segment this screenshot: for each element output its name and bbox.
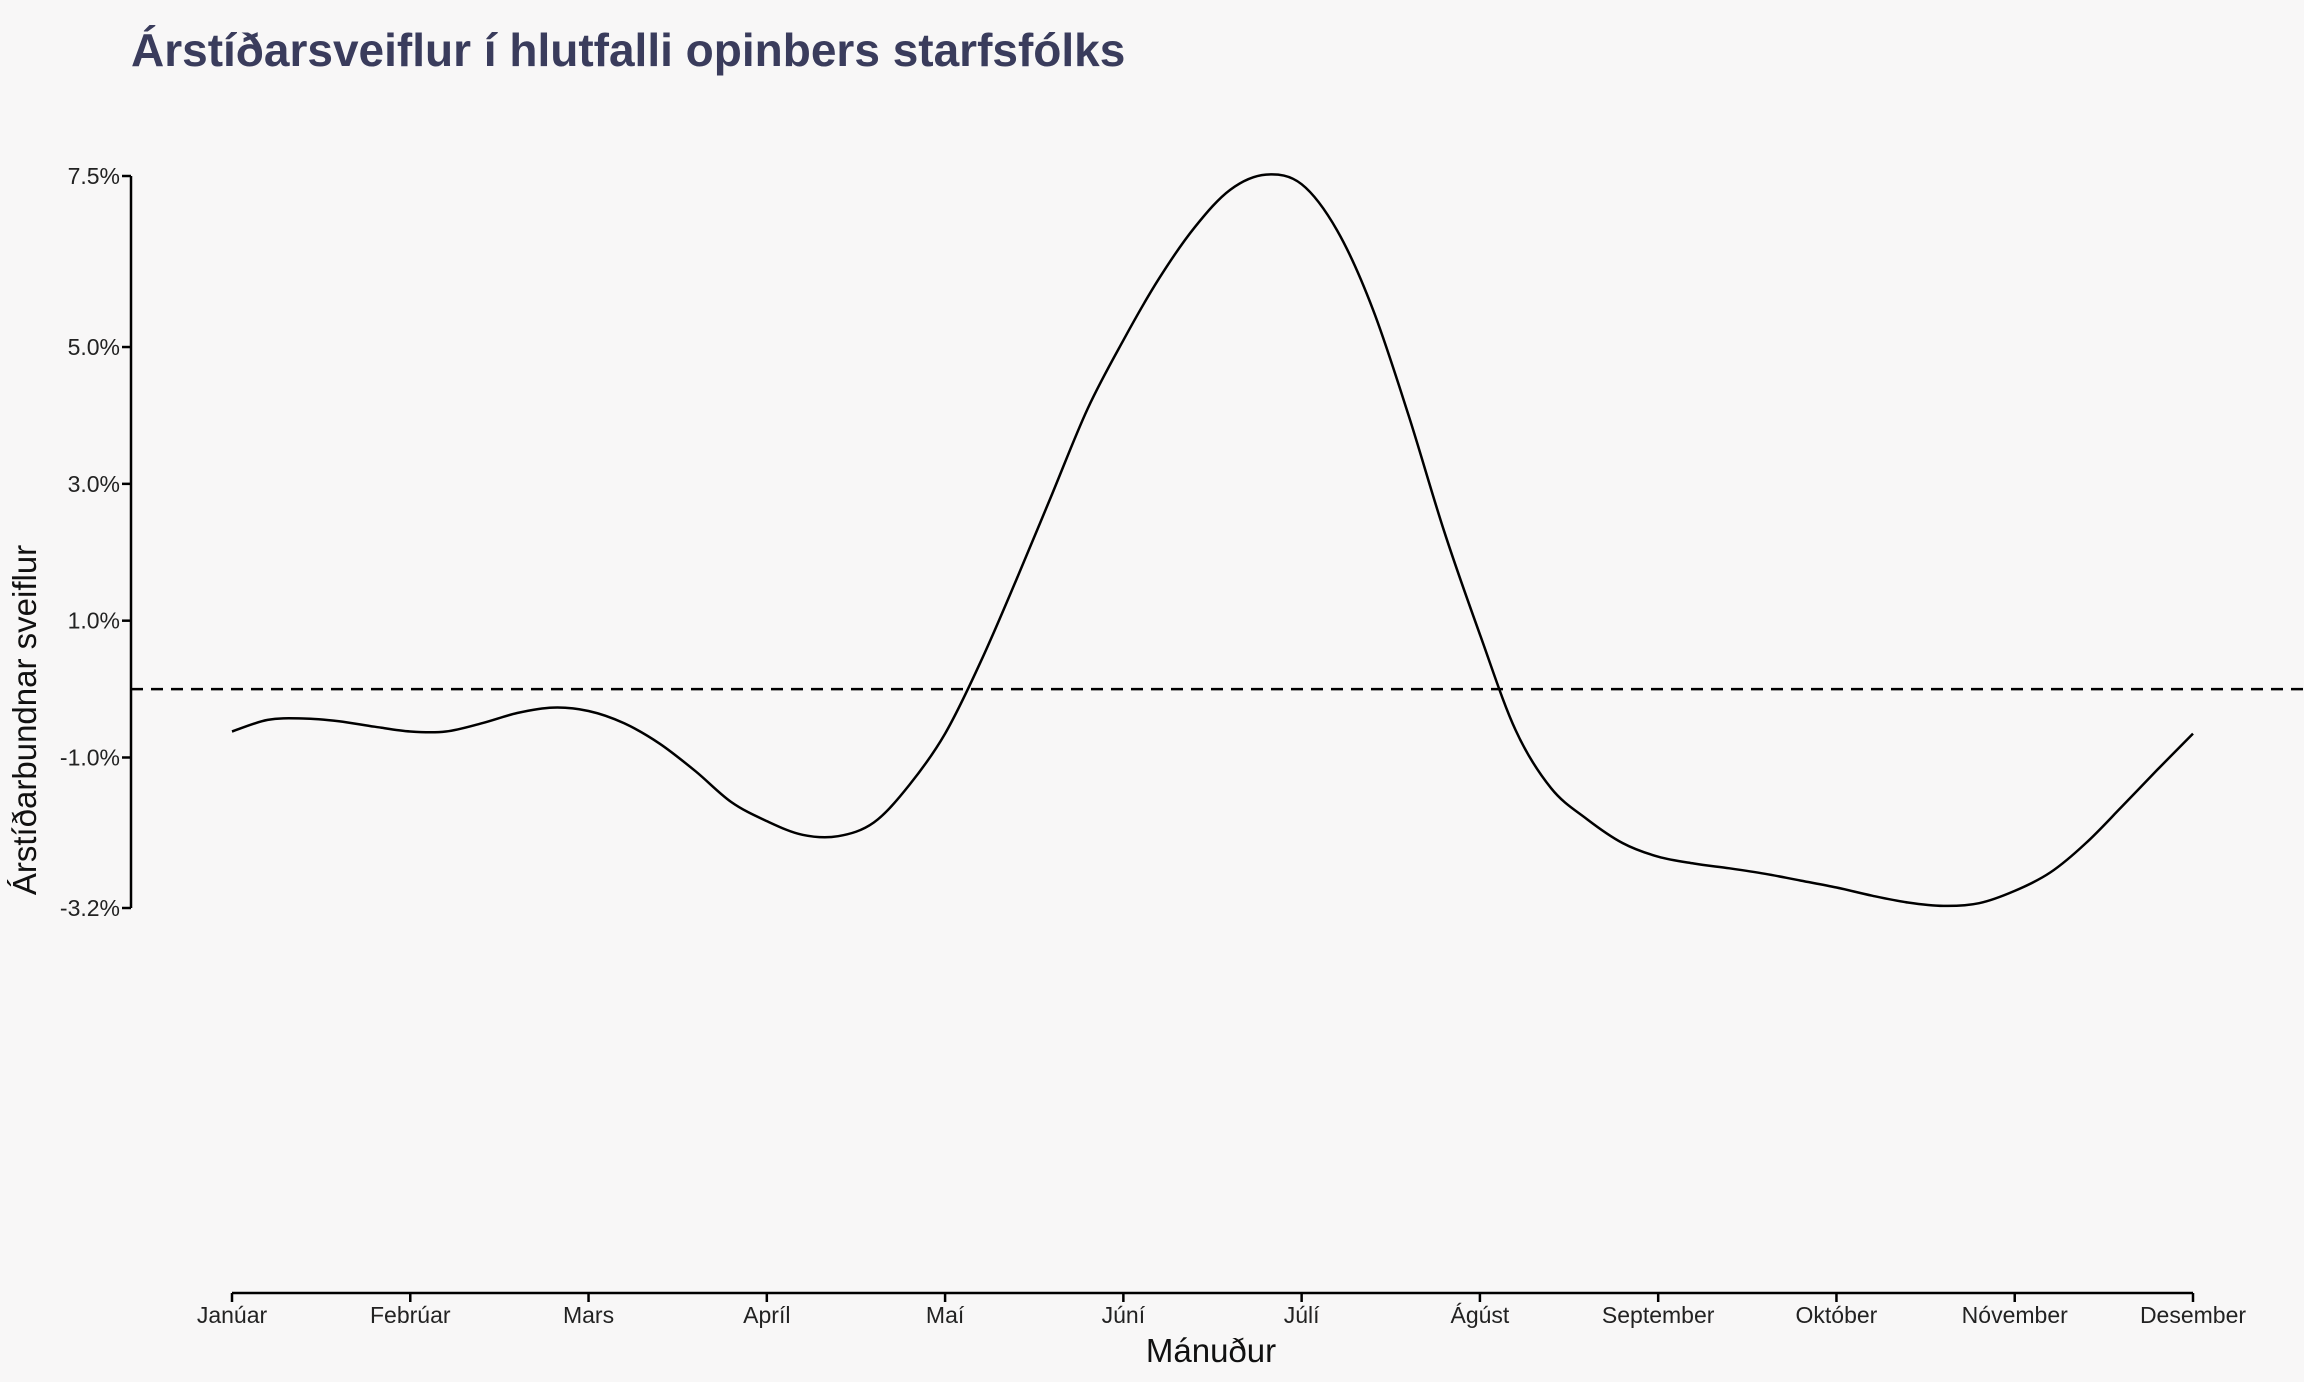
x-axis-ticks: Janúar Febrúar Mars Apríl Maí Júní Júlí Ágúst Se… <box>197 1293 2246 1328</box>
chart-title: Árstíðarsveiflur í hlutfalli opinbers st… <box>131 24 1125 76</box>
x-tick-label: Maí <box>926 1302 965 1328</box>
x-tick-label: Mars <box>563 1302 614 1328</box>
x-tick-label: Júní <box>1102 1302 1146 1328</box>
y-tick-label: -3.2% <box>60 895 120 921</box>
x-tick-label: Nóvember <box>1962 1302 2068 1328</box>
y-axis-ticks: 7.5% 5.0% 3.0% 1.0% -1.0% -3.2% <box>60 163 131 921</box>
y-axis-title: Árstíðarbundnar sveiflur <box>6 545 43 895</box>
x-tick-label: Júlí <box>1284 1302 1320 1328</box>
x-tick-label: Apríl <box>743 1302 790 1328</box>
x-tick-label: September <box>1602 1302 1715 1328</box>
y-tick-label: 1.0% <box>68 608 120 634</box>
y-tick-label: 5.0% <box>68 334 120 360</box>
x-tick-label: Janúar <box>197 1302 268 1328</box>
x-tick-label: Febrúar <box>370 1302 451 1328</box>
series-line <box>231 173 2194 908</box>
y-tick-label: 7.5% <box>68 163 120 189</box>
x-axis-title: Mánuður <box>1146 1332 1276 1369</box>
y-tick-label: 3.0% <box>68 471 120 497</box>
x-tick-label: Október <box>1796 1302 1878 1328</box>
y-tick-label: -1.0% <box>60 744 120 770</box>
x-tick-label: Desember <box>2140 1302 2246 1328</box>
x-tick-label: Ágúst <box>1450 1302 1509 1328</box>
